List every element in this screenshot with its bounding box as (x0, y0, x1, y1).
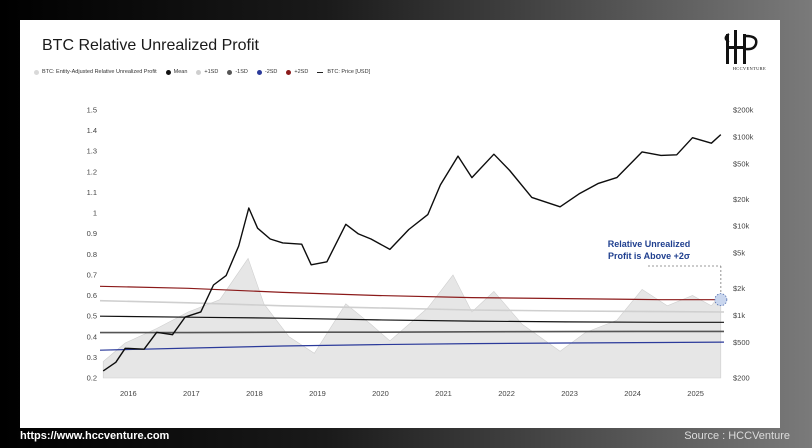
legend-item-1sd: -1SD (227, 69, 248, 75)
right-tick-label: $200 (733, 374, 750, 383)
legend-item-2sd: -2SD (256, 69, 278, 75)
legend-label: +2SD (294, 69, 309, 75)
right-tick-label: $50k (733, 159, 750, 168)
footer-source: Source : HCCVenture (684, 430, 790, 442)
logo-text: HCCVENTURE (732, 66, 766, 71)
left-tick-label: 0.5 (87, 312, 97, 321)
legend-item-btc-price-usd: BTC: Price [USD] (317, 69, 370, 75)
legend-marker-icon (34, 69, 39, 75)
footer-url-link[interactable]: https://www.hccventure.com (20, 430, 170, 442)
x-tick-label: 2018 (246, 389, 263, 398)
series-mean (99, 315, 724, 323)
x-tick-label: 2022 (498, 389, 515, 398)
left-tick-label: 0.6 (87, 291, 97, 300)
legend-marker-icon (256, 69, 262, 75)
left-tick-label: 0.2 (87, 374, 97, 383)
x-tick-label: 2019 (309, 389, 326, 398)
left-tick-label: 1.5 (87, 106, 97, 115)
x-tick-label: 2016 (120, 389, 137, 398)
series-relative-unrealized-profit (102, 257, 722, 379)
left-tick-label: 0.8 (87, 250, 97, 259)
x-tick-label: 2017 (183, 389, 200, 398)
legend-label: +1SD (204, 69, 219, 75)
left-tick-label: 1.1 (87, 188, 97, 197)
x-tick-label: 2024 (624, 389, 641, 398)
left-tick-label: 0.4 (87, 332, 97, 341)
hccventure-logo-icon (724, 30, 758, 64)
x-tick-label: 2025 (687, 389, 704, 398)
right-tick-label: $500 (733, 338, 750, 347)
x-tick-label: 2021 (435, 389, 452, 398)
legend-label: -1SD (235, 69, 248, 75)
series-plus-2sd (99, 285, 724, 301)
right-tick-label: $2k (733, 284, 745, 293)
chart-title: BTC Relative Unrealized Profit (42, 37, 259, 54)
series-minus-1sd (100, 330, 724, 334)
x-tick-label: 2020 (372, 389, 389, 398)
annotation-text-line: Relative Unrealized (608, 239, 691, 249)
legend-marker-icon (227, 69, 233, 75)
legend-item-btc-entity-adjusted-relative-unrealized-profit: BTC: Entity-Adjusted Relative Unrealized… (34, 69, 157, 75)
annotation-marker (714, 293, 728, 307)
legend-marker-icon (165, 69, 171, 75)
legend-label: BTC: Price [USD] (327, 69, 371, 75)
left-tick-label: 0.3 (87, 353, 97, 362)
right-tick-label: $20k (733, 195, 750, 204)
x-tick-label: 2023 (561, 389, 578, 398)
legend-item-2sd: +2SD (286, 69, 308, 75)
series-plus-1sd (99, 299, 725, 313)
series-minus-2sd (99, 341, 725, 351)
right-tick-label: $200k (733, 106, 754, 115)
legend-item-1sd: +1SD (196, 69, 218, 75)
legend-marker-icon (286, 69, 292, 75)
right-tick-label: $1k (733, 311, 745, 320)
legend-label: -2SD (264, 69, 278, 75)
series-btc-price (102, 134, 722, 372)
right-tick-label: $100k (733, 132, 754, 141)
legend-label: Mean (173, 69, 188, 75)
left-tick-label: 0.7 (87, 270, 97, 279)
left-tick-label: 1.2 (87, 167, 97, 176)
legend-label: BTC: Entity-Adjusted Relative Unrealized… (42, 69, 157, 75)
annotation-text-line: Profit is Above +2σ (608, 251, 690, 261)
legend-marker-icon (317, 71, 324, 73)
left-tick-label: 1.4 (87, 126, 97, 135)
legend-marker-icon (196, 69, 202, 75)
left-tick-label: 1.3 (87, 147, 97, 156)
right-tick-label: $10k (733, 222, 750, 231)
left-tick-label: 1 (93, 209, 97, 218)
chart-legend: BTC: Entity-Adjusted Relative Unrealized… (34, 69, 379, 75)
legend-item-mean: Mean (165, 69, 188, 75)
right-tick-label: $5k (733, 249, 745, 258)
left-tick-label: 0.9 (87, 229, 97, 238)
